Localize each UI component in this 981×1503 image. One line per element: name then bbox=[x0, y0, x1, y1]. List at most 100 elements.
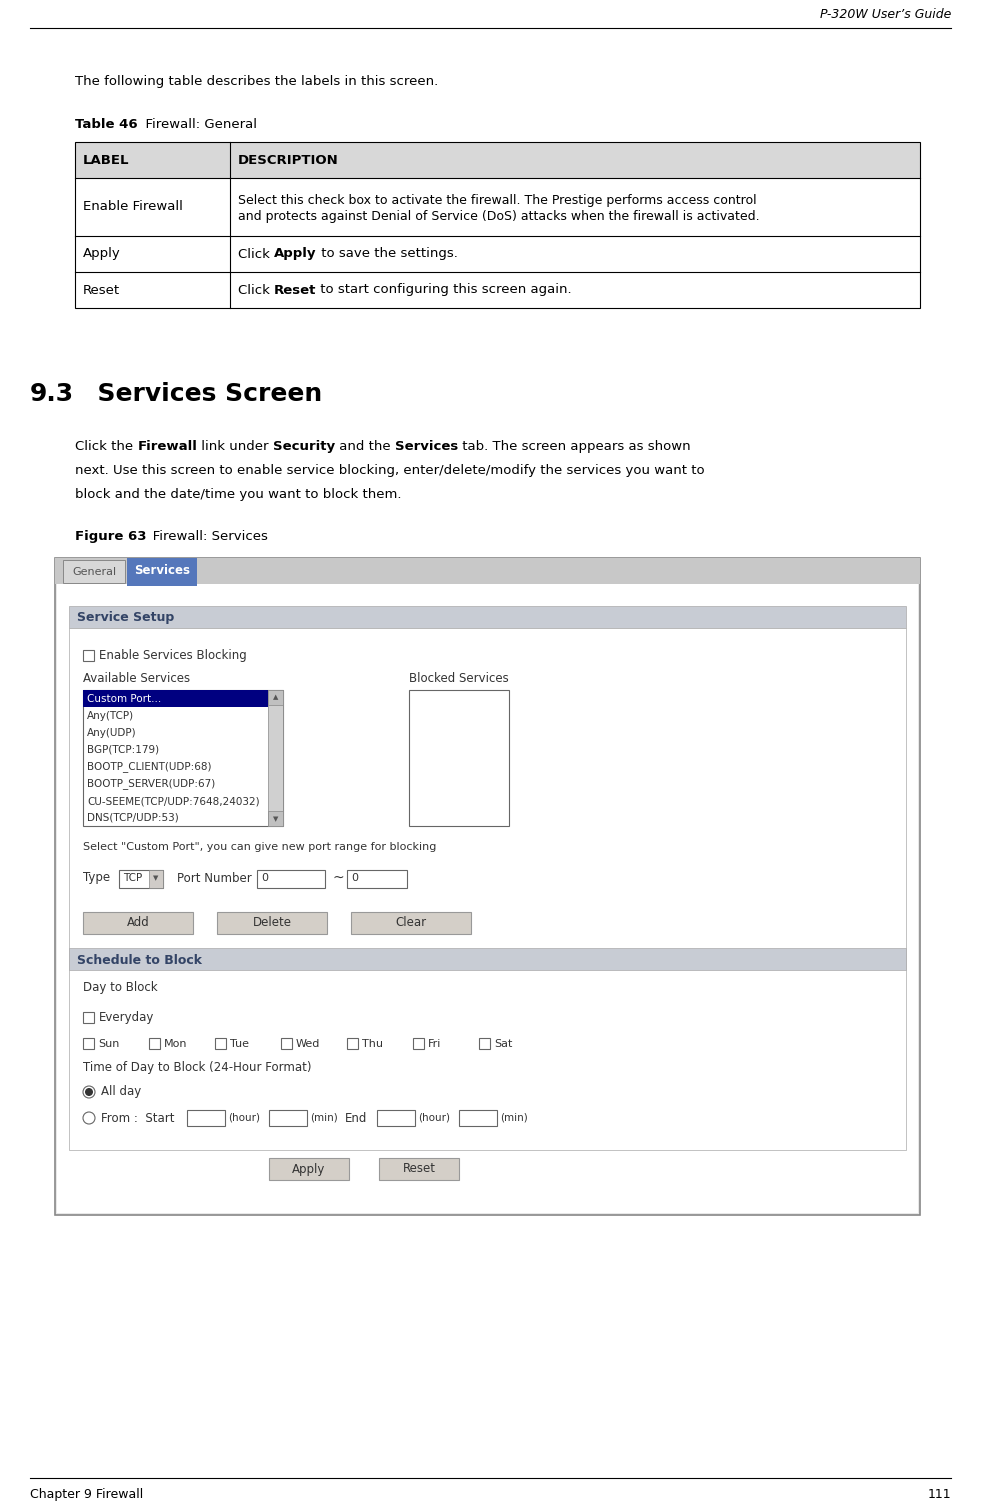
Text: 111: 111 bbox=[927, 1488, 951, 1501]
Text: Chapter 9 Firewall: Chapter 9 Firewall bbox=[30, 1488, 143, 1501]
Text: Fri: Fri bbox=[428, 1039, 441, 1049]
Text: Any(TCP): Any(TCP) bbox=[87, 711, 134, 721]
Text: 0: 0 bbox=[351, 873, 358, 882]
Text: BGP(TCP:179): BGP(TCP:179) bbox=[87, 745, 159, 755]
Bar bbox=[215, 1039, 226, 1049]
Bar bbox=[268, 690, 283, 827]
Bar bbox=[459, 1111, 497, 1126]
Text: All day: All day bbox=[101, 1085, 141, 1099]
Text: From :  Start: From : Start bbox=[101, 1112, 175, 1124]
Text: Clear: Clear bbox=[395, 917, 427, 929]
Bar bbox=[55, 558, 920, 1214]
Bar bbox=[409, 690, 509, 827]
Text: Blocked Services: Blocked Services bbox=[409, 672, 509, 685]
Bar bbox=[269, 1157, 349, 1180]
Bar bbox=[351, 912, 471, 933]
Text: Time of Day to Block (24-Hour Format): Time of Day to Block (24-Hour Format) bbox=[83, 1061, 312, 1075]
Bar bbox=[83, 690, 268, 706]
Text: Apply: Apply bbox=[274, 248, 317, 260]
Text: Tue: Tue bbox=[230, 1039, 249, 1049]
Bar bbox=[83, 1039, 94, 1049]
Text: and the: and the bbox=[336, 440, 395, 452]
Text: next. Use this screen to enable service blocking, enter/delete/modify the servic: next. Use this screen to enable service … bbox=[75, 464, 704, 476]
Text: 0: 0 bbox=[261, 873, 268, 882]
Text: Click the: Click the bbox=[75, 440, 137, 452]
Text: (hour): (hour) bbox=[418, 1114, 450, 1123]
Text: Apply: Apply bbox=[292, 1162, 326, 1175]
Text: General: General bbox=[72, 567, 116, 577]
Text: Everyday: Everyday bbox=[99, 1012, 154, 1025]
Text: to save the settings.: to save the settings. bbox=[317, 248, 457, 260]
Bar bbox=[257, 870, 325, 888]
Text: (hour): (hour) bbox=[228, 1114, 260, 1123]
Text: tab. The screen appears as shown: tab. The screen appears as shown bbox=[458, 440, 691, 452]
Text: Services Screen: Services Screen bbox=[80, 382, 322, 406]
Text: Any(UDP): Any(UDP) bbox=[87, 727, 136, 738]
Bar bbox=[268, 812, 283, 827]
Text: Reset: Reset bbox=[83, 284, 120, 296]
Text: to start configuring this screen again.: to start configuring this screen again. bbox=[317, 284, 572, 296]
Text: Click: Click bbox=[238, 248, 274, 260]
Text: Schedule to Block: Schedule to Block bbox=[77, 953, 202, 966]
Bar bbox=[268, 690, 283, 705]
Text: Apply: Apply bbox=[83, 248, 121, 260]
Bar bbox=[75, 141, 920, 177]
Bar bbox=[187, 1111, 225, 1126]
Text: Firewall: Firewall bbox=[137, 440, 197, 452]
Text: ▼: ▼ bbox=[153, 875, 159, 881]
Text: BOOTP_SERVER(UDP:67): BOOTP_SERVER(UDP:67) bbox=[87, 779, 215, 789]
Text: Delete: Delete bbox=[252, 917, 291, 929]
Bar bbox=[127, 558, 197, 586]
Text: Wed: Wed bbox=[296, 1039, 321, 1049]
Text: DESCRIPTION: DESCRIPTION bbox=[238, 153, 338, 167]
Text: P-320W User’s Guide: P-320W User’s Guide bbox=[819, 8, 951, 21]
Circle shape bbox=[83, 1087, 95, 1099]
Text: Reset: Reset bbox=[274, 284, 317, 296]
Bar bbox=[379, 1157, 459, 1180]
Text: End: End bbox=[345, 1112, 367, 1124]
Bar bbox=[413, 1039, 424, 1049]
Text: Sat: Sat bbox=[494, 1039, 512, 1049]
Text: Services: Services bbox=[134, 565, 190, 577]
Text: Select "Custom Port", you can give new port range for blocking: Select "Custom Port", you can give new p… bbox=[83, 842, 437, 852]
Bar bbox=[269, 1111, 307, 1126]
Bar bbox=[83, 912, 193, 933]
Text: CU-SEEME(TCP/UDP:7648,24032): CU-SEEME(TCP/UDP:7648,24032) bbox=[87, 797, 260, 806]
Text: Firewall: Services: Firewall: Services bbox=[140, 531, 268, 543]
Text: LABEL: LABEL bbox=[83, 153, 129, 167]
Text: Available Services: Available Services bbox=[83, 672, 190, 685]
Text: TCP: TCP bbox=[123, 873, 142, 882]
Bar bbox=[75, 141, 920, 308]
Text: Day to Block: Day to Block bbox=[83, 981, 158, 995]
Text: Service Setup: Service Setup bbox=[77, 612, 175, 625]
Text: Click: Click bbox=[238, 284, 274, 296]
Circle shape bbox=[85, 1088, 93, 1096]
Bar bbox=[479, 1039, 490, 1049]
Text: 9.3: 9.3 bbox=[30, 382, 75, 406]
Text: Thu: Thu bbox=[362, 1039, 383, 1049]
Text: ▲: ▲ bbox=[274, 694, 279, 700]
Text: Figure 63: Figure 63 bbox=[75, 531, 146, 543]
Text: Sun: Sun bbox=[98, 1039, 120, 1049]
Circle shape bbox=[83, 1112, 95, 1124]
Text: Enable Firewall: Enable Firewall bbox=[83, 200, 182, 213]
Bar bbox=[63, 561, 125, 583]
Bar bbox=[83, 649, 94, 661]
Bar bbox=[217, 912, 327, 933]
Text: BOOTP_CLIENT(UDP:68): BOOTP_CLIENT(UDP:68) bbox=[87, 762, 212, 773]
Bar bbox=[83, 690, 283, 827]
Text: The following table describes the labels in this screen.: The following table describes the labels… bbox=[75, 75, 439, 89]
Text: and protects against Denial of Service (DoS) attacks when the firewall is activa: and protects against Denial of Service (… bbox=[238, 210, 759, 222]
Text: Mon: Mon bbox=[164, 1039, 187, 1049]
Bar bbox=[377, 1111, 415, 1126]
Text: Enable Services Blocking: Enable Services Blocking bbox=[99, 649, 247, 663]
Text: (min): (min) bbox=[500, 1114, 528, 1123]
Bar bbox=[83, 1012, 94, 1024]
Bar bbox=[149, 1039, 160, 1049]
Text: Custom Port...: Custom Port... bbox=[87, 694, 161, 703]
Bar bbox=[57, 585, 918, 1213]
Text: Reset: Reset bbox=[402, 1162, 436, 1175]
Text: block and the date/time you want to block them.: block and the date/time you want to bloc… bbox=[75, 488, 401, 500]
Text: link under: link under bbox=[197, 440, 273, 452]
Bar bbox=[347, 870, 407, 888]
